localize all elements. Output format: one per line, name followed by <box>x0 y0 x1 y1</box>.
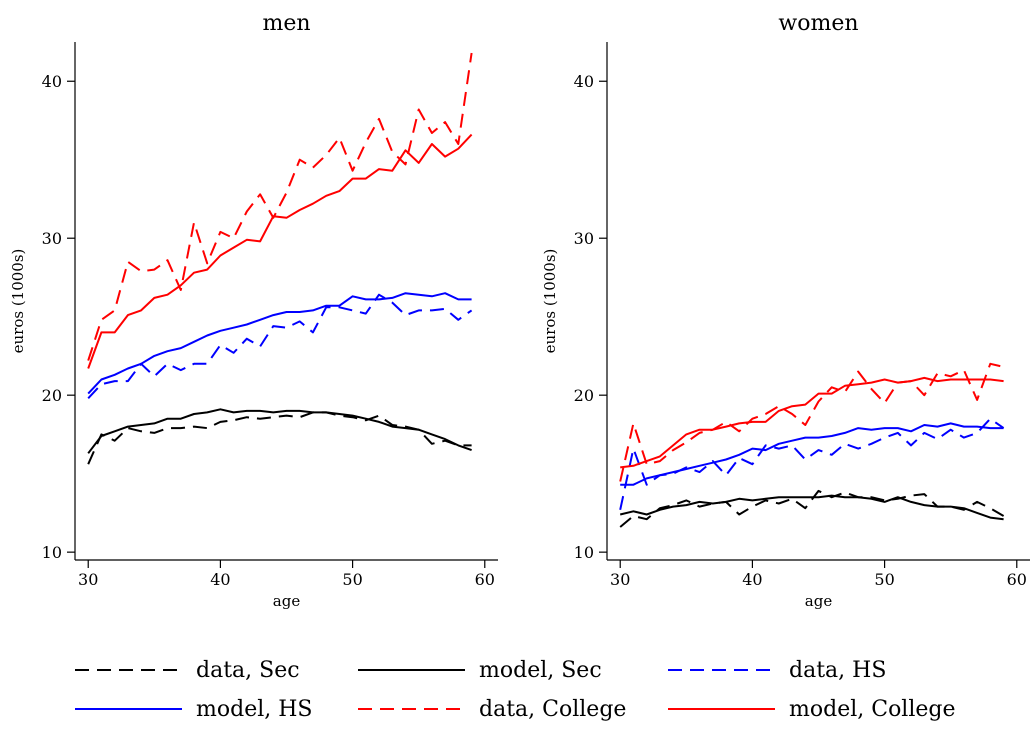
legend-label: model, Sec <box>479 658 602 683</box>
y-tick-label: 40 <box>42 72 62 91</box>
legend-item-model-hs: model, HS <box>75 697 313 722</box>
series-line-data-college <box>619 362 1004 482</box>
y-axis-label: euros (1000s) <box>541 249 559 354</box>
legend-item-model-college: model, College <box>668 697 956 722</box>
series-line-model-sec <box>619 494 1004 521</box>
legend-item-data-hs: data, HS <box>668 658 886 683</box>
chart-title: women <box>778 11 858 36</box>
x-tick-label: 60 <box>1007 570 1027 589</box>
legend-label: data, HS <box>789 658 886 683</box>
x-tick-label: 40 <box>742 570 762 589</box>
panel-men: men 10 20 30 40 30 40 50 60 age euros (1000s) <box>9 11 498 610</box>
x-tick-label: 40 <box>210 570 230 589</box>
y-tick-label: 40 <box>574 72 594 91</box>
x-axis-label: age <box>805 592 833 610</box>
y-tick-label: 30 <box>574 229 594 248</box>
series-line-data-hs <box>619 417 1005 511</box>
y-tick-label: 10 <box>574 543 594 562</box>
series-line-data-college <box>87 52 473 361</box>
panel-women: women 10 20 30 40 30 40 50 60 age euros (1000s) <box>541 11 1030 610</box>
legend-item-model-sec: model, Sec <box>358 658 602 683</box>
series-line-model-college <box>620 376 1004 469</box>
y-tick-label: 20 <box>574 386 594 405</box>
legend-label: data, Sec <box>196 658 300 683</box>
x-tick-label: 60 <box>475 570 495 589</box>
x-tick-label: 30 <box>78 570 98 589</box>
x-tick-label: 50 <box>342 570 362 589</box>
chart-title: men <box>262 11 310 36</box>
legend-label: model, HS <box>196 697 313 722</box>
x-axis-label: age <box>273 592 301 610</box>
series-line-model-college <box>87 133 473 369</box>
legend-item-data-college: data, College <box>358 697 626 722</box>
series-line-model-hs <box>620 422 1004 486</box>
series-line-data-sec <box>87 411 472 465</box>
legend-label: model, College <box>789 697 956 722</box>
series-line-model-sec <box>87 408 472 454</box>
legend-item-data-sec: data, Sec <box>75 658 300 683</box>
series-line-model-hs <box>87 292 472 395</box>
y-tick-label: 30 <box>42 229 62 248</box>
y-tick-label: 20 <box>42 386 62 405</box>
y-axis-label: euros (1000s) <box>9 249 27 354</box>
legend: data, Sec model, Sec data, HS model, HS data… <box>75 658 956 722</box>
series-line-data-hs <box>87 293 473 399</box>
x-tick-label: 30 <box>610 570 630 589</box>
y-tick-label: 10 <box>42 543 62 562</box>
legend-label: data, College <box>479 697 626 722</box>
x-tick-label: 50 <box>874 570 894 589</box>
